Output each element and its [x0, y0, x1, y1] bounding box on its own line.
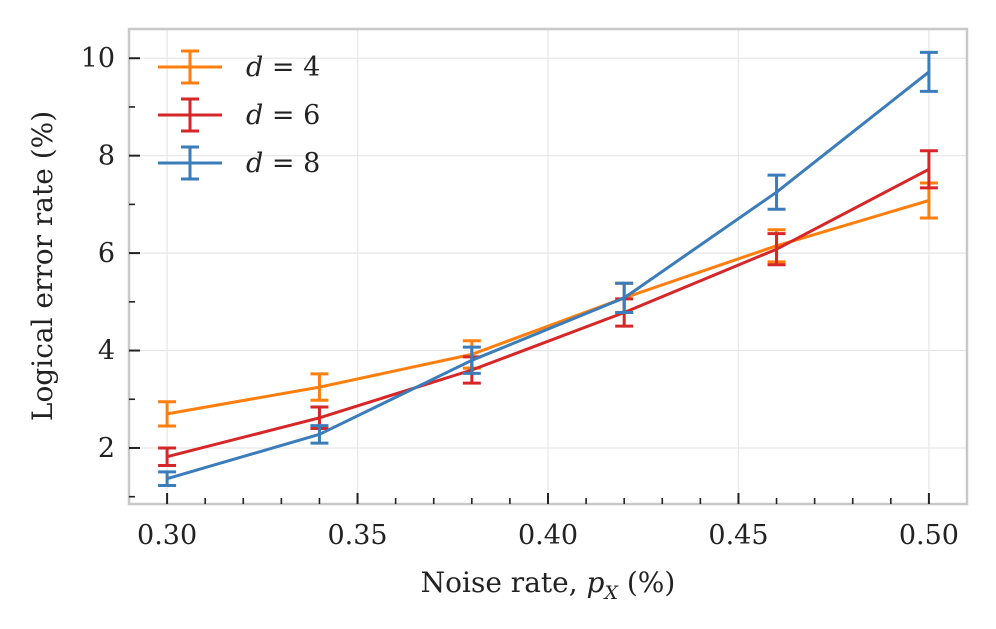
y-tick-label: 10: [81, 43, 115, 74]
series-layer: [158, 50, 938, 487]
x-tick-label: 0.30: [137, 520, 197, 551]
y-axis-label: Logical error rate (%): [26, 111, 59, 421]
legend-entry: d = 4: [158, 49, 320, 85]
legend-entry: d = 8: [158, 145, 320, 181]
legend-label: d = 6: [246, 100, 320, 131]
series-d6: [158, 149, 938, 468]
legend-label: d = 4: [246, 52, 320, 83]
legend: d = 4 d = 6 d = 8: [158, 49, 320, 181]
legend-entry: d = 6: [158, 97, 320, 133]
x-tick-label: 0.35: [327, 520, 387, 551]
series-d8: [158, 50, 938, 487]
axis-ticks: 0.30 0.35 0.40 0.45 0.50 2 4 6 8 10: [81, 43, 959, 551]
x-tick-label: 0.50: [899, 520, 959, 551]
y-tick-label: 8: [98, 141, 115, 172]
series-line: [166, 167, 930, 459]
x-tick-label: 0.45: [708, 520, 768, 551]
y-tick-label: 4: [98, 336, 115, 367]
legend-label: d = 8: [246, 148, 320, 179]
y-tick-label: 6: [98, 238, 115, 269]
x-tick-label: 0.40: [518, 520, 578, 551]
series-line: [166, 70, 930, 481]
y-tick-label: 2: [98, 433, 115, 464]
x-axis-label: Noise rate, pX (%): [421, 566, 676, 604]
series-line: [166, 199, 930, 416]
